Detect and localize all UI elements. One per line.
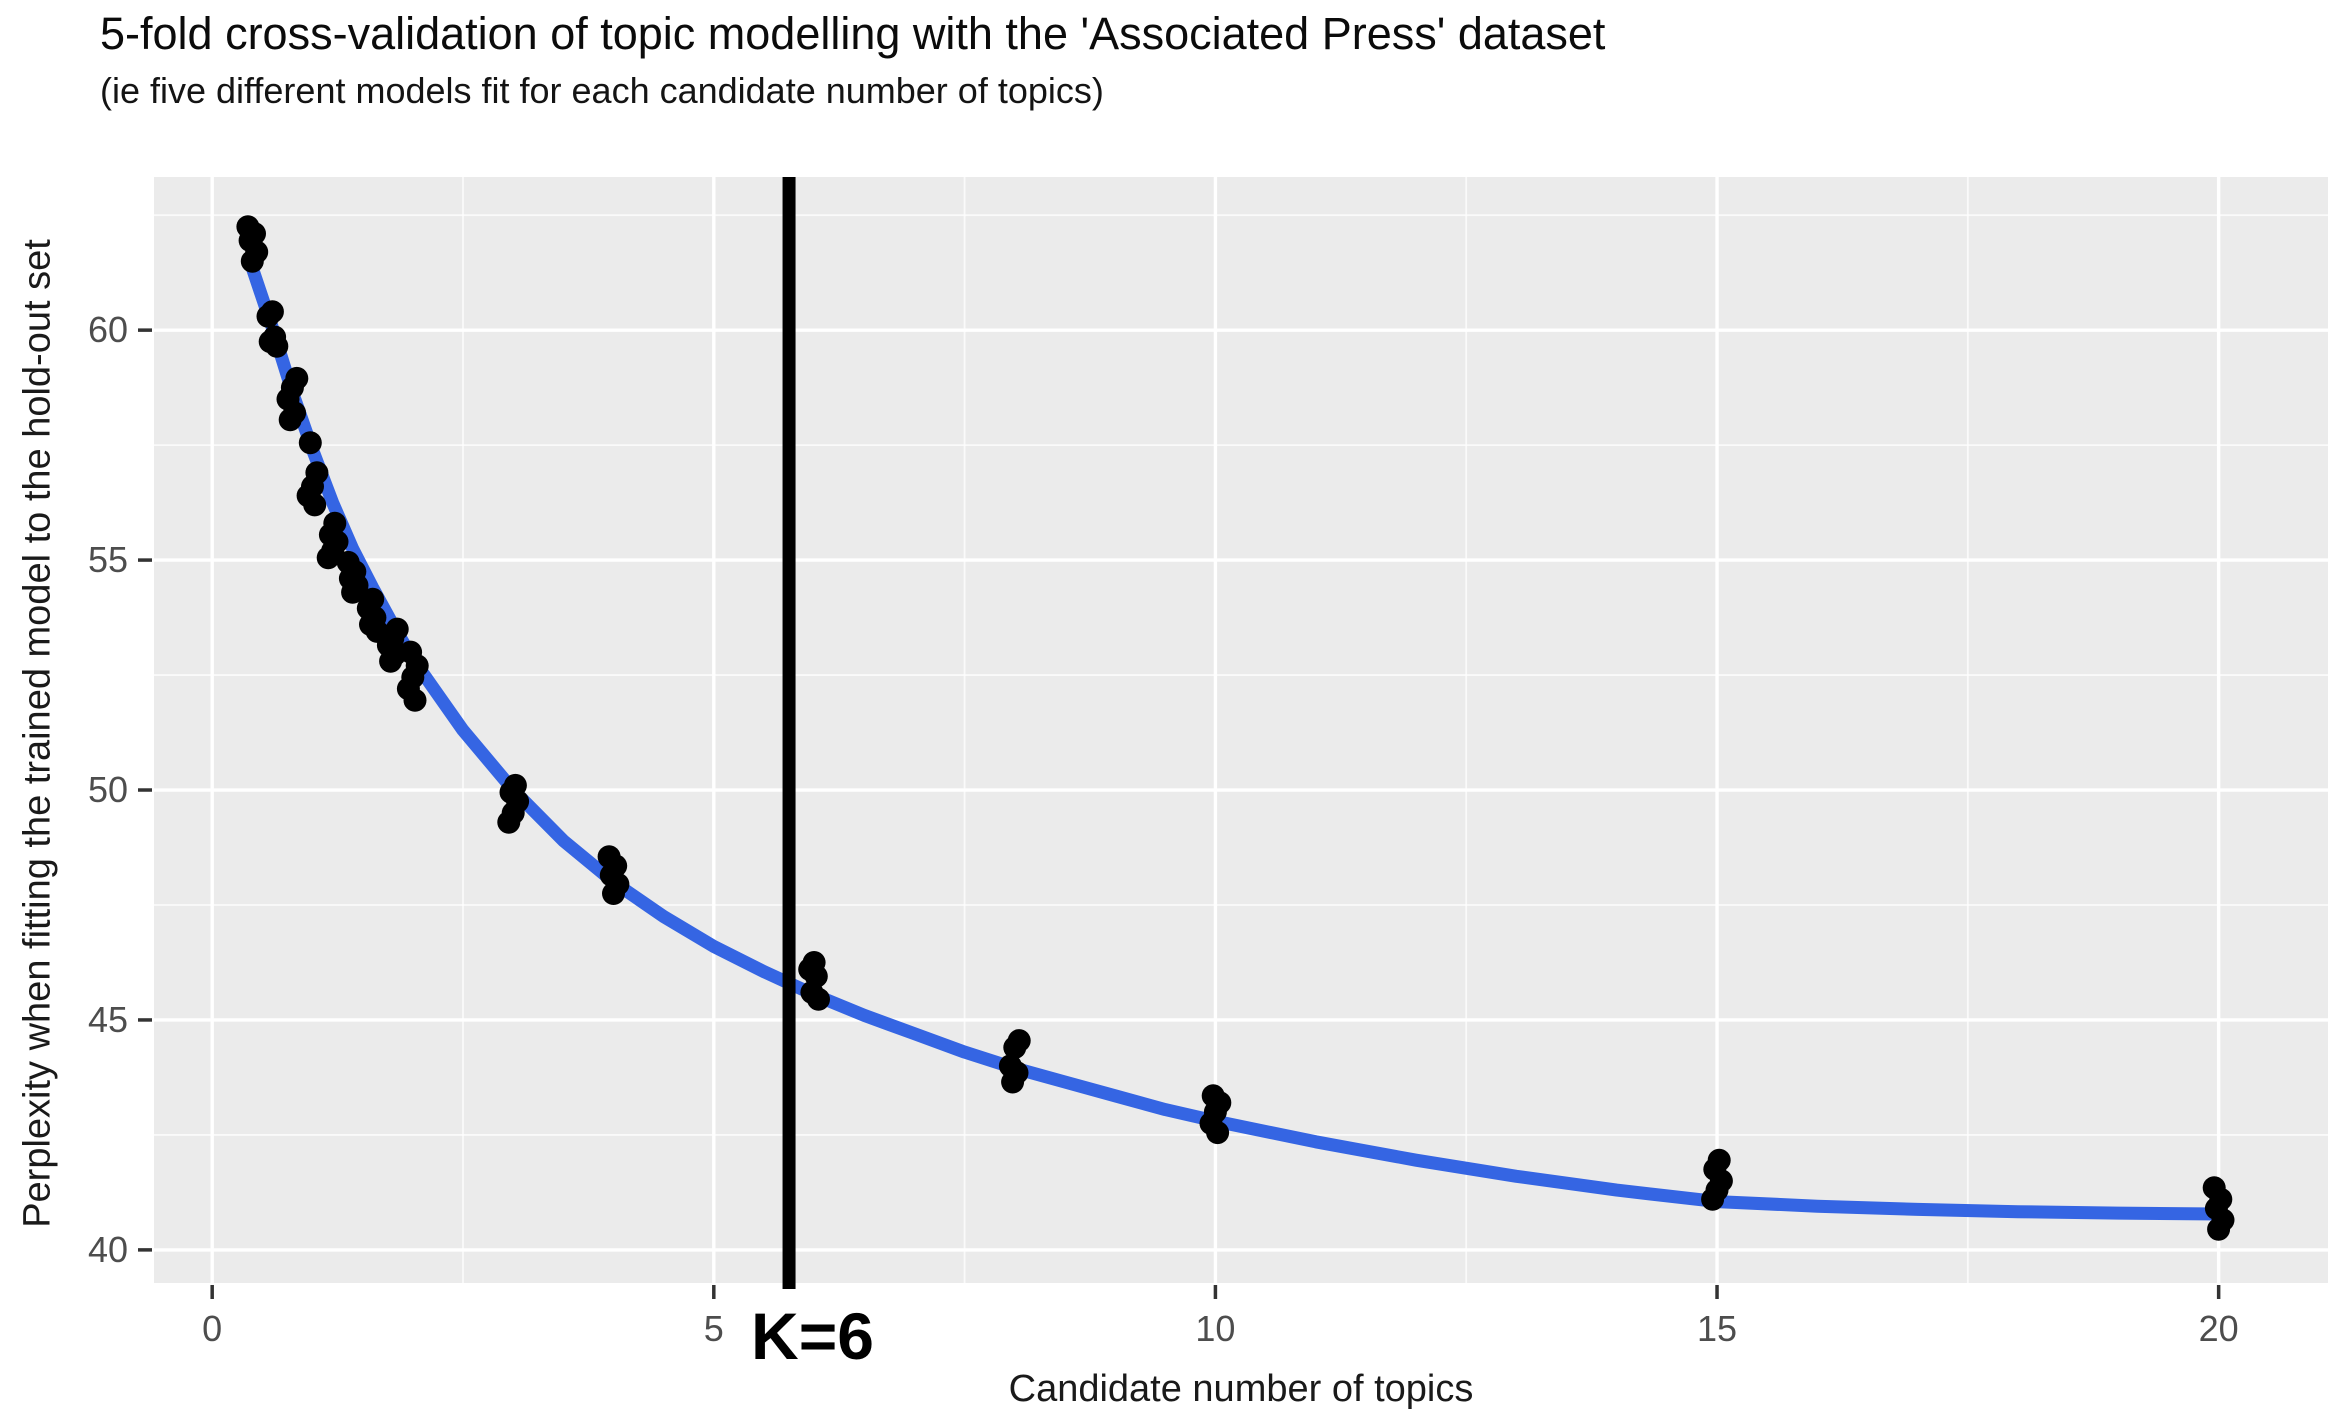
x-axis-title: Candidate number of topics [1008, 1368, 1474, 1410]
data-point [341, 580, 365, 604]
data-point [240, 249, 264, 273]
smooth-line [245, 261, 2226, 1221]
data-point [1701, 1187, 1725, 1211]
data-point [303, 493, 327, 517]
x-tick-label: 15 [1697, 1308, 1737, 1349]
data-point [379, 649, 403, 673]
data-point [1206, 1121, 1230, 1145]
data-point [256, 304, 280, 328]
x-tick-label: 0 [202, 1308, 222, 1349]
chart-subtitle: (ie five different models fit for each c… [100, 70, 1104, 111]
data-point [497, 810, 521, 834]
y-tick-label: 45 [88, 999, 128, 1040]
data-point [278, 408, 302, 432]
y-tick-label: 50 [88, 769, 128, 810]
data-point [2207, 1217, 2231, 1241]
k6-annotation-label: K=6 [751, 1299, 874, 1373]
data-point [602, 882, 625, 905]
data-point [403, 688, 427, 712]
data-point [298, 431, 322, 455]
data-point [1001, 1070, 1025, 1094]
y-tick-label: 55 [88, 539, 128, 580]
y-tick-label: 60 [88, 309, 128, 350]
x-tick-label: 20 [2199, 1308, 2239, 1349]
data-point [807, 987, 830, 1011]
data-point [265, 334, 289, 358]
chart-title: 5-fold cross-validation of topic modelli… [100, 8, 1606, 59]
panel-background [154, 177, 2328, 1283]
x-tick-label: 10 [1195, 1308, 1235, 1349]
data-point [1003, 1036, 1027, 1059]
x-tick-label: 5 [704, 1308, 724, 1349]
y-tick-label: 40 [88, 1229, 128, 1270]
data-point [316, 546, 340, 570]
y-axis-title: Perplexity when fitting the trained mode… [16, 239, 59, 1228]
